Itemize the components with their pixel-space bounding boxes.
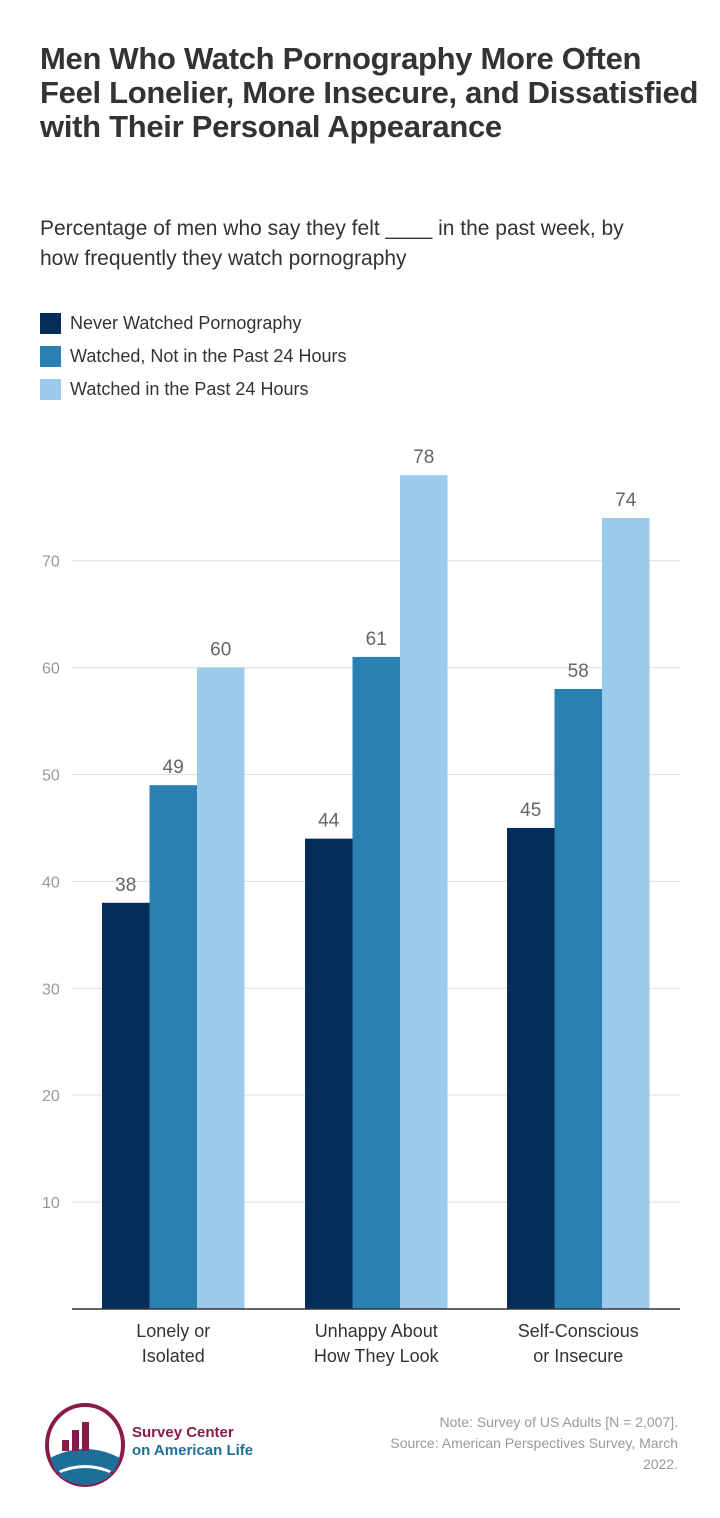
legend-swatch [40, 379, 61, 400]
chart-title: Men Who Watch Pornography More Often Fee… [40, 41, 699, 144]
data-label: 44 [318, 811, 340, 832]
x-tick-label: Self-Conscious [518, 1321, 639, 1341]
note-line: Note: Survey of US Adults [N = 2,007]. [439, 1414, 678, 1430]
bar [507, 827, 555, 1309]
legend-label: Watched, Not in the Past 24 Hours [70, 346, 347, 366]
legend-swatch [40, 346, 61, 367]
legend-item-24h: Watched in the Past 24 Hours [40, 379, 308, 400]
y-tick-label: 10 [42, 1195, 60, 1212]
bar [197, 667, 245, 1309]
bar [352, 656, 400, 1309]
x-tick-label: Lonely or [136, 1321, 210, 1341]
data-label: 49 [163, 757, 184, 778]
data-label: 60 [210, 640, 231, 661]
bar [102, 902, 150, 1309]
data-label: 61 [366, 629, 387, 650]
legend-label: Never Watched Pornography [70, 313, 302, 333]
y-tick-label: 60 [42, 661, 60, 678]
data-label: 38 [115, 875, 136, 896]
source-line: Source: American Perspectives Survey, Ma… [390, 1435, 678, 1451]
source-year: 2022. [642, 1456, 678, 1472]
data-label: 58 [568, 661, 589, 682]
legend-swatch [40, 313, 61, 334]
y-tick-label: 50 [42, 768, 60, 785]
bar [305, 838, 353, 1309]
x-tick-label: Isolated [142, 1346, 205, 1366]
data-label: 78 [413, 447, 434, 468]
legend-label: Watched in the Past 24 Hours [70, 379, 309, 399]
legend-item-never: Never Watched Pornography [40, 313, 301, 334]
bar [400, 475, 448, 1309]
bar [602, 517, 650, 1309]
y-tick-label: 40 [42, 874, 60, 891]
y-tick-label: 30 [42, 981, 60, 998]
legend-item-not-24h: Watched, Not in the Past 24 Hours [40, 346, 346, 367]
bar [554, 688, 602, 1309]
x-tick-label: How They Look [314, 1346, 440, 1366]
y-tick-label: 70 [42, 554, 60, 571]
source-note: Note: Survey of US Adults [N = 2,007]. S… [298, 1412, 678, 1475]
logo-text: Survey Center on American Life [132, 1424, 253, 1460]
chart-subtitle: Percentage of men who say they felt ____… [40, 217, 624, 270]
x-tick-label: Unhappy About [315, 1321, 438, 1341]
logo-line1: Survey Center [132, 1424, 234, 1441]
x-tick-label: or Insecure [533, 1346, 623, 1366]
data-label: 45 [520, 800, 541, 821]
data-label: 74 [615, 490, 637, 511]
survey-center-logo [45, 1403, 125, 1487]
bar [149, 785, 197, 1309]
y-tick-label: 20 [42, 1088, 60, 1105]
logo-line2: on American Life [132, 1442, 254, 1459]
